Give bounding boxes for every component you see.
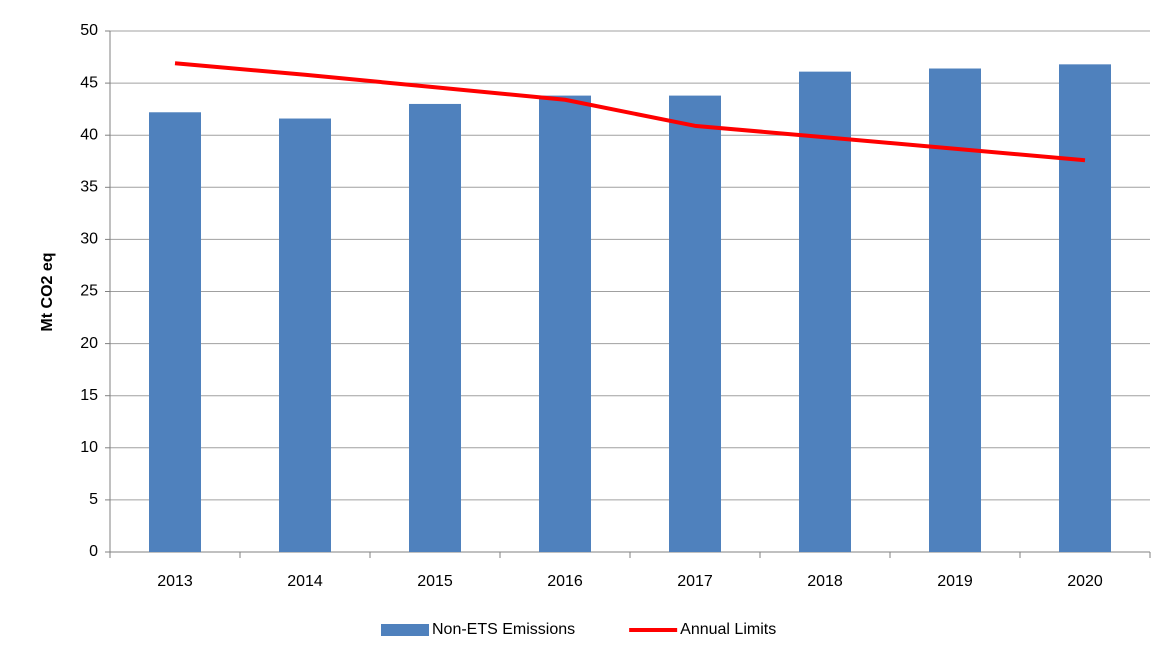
y-tick-label: 40 — [80, 126, 98, 143]
x-tick-label: 2018 — [807, 573, 843, 590]
y-tick-label: 30 — [80, 231, 98, 248]
y-tick-label: 20 — [80, 335, 98, 352]
x-tick-label: 2020 — [1067, 573, 1103, 590]
bar — [279, 118, 331, 552]
bar — [799, 71, 851, 552]
line — [174, 61, 1086, 163]
y-tick-label: 0 — [89, 543, 98, 560]
legend-label: Annual Limits — [680, 621, 776, 638]
bar — [929, 68, 981, 553]
x-tick-label: 2016 — [547, 573, 583, 590]
y-tick-label: 5 — [89, 491, 98, 508]
bar — [669, 95, 721, 552]
y-tick-label: 50 — [80, 22, 98, 39]
x-tick-label: 2013 — [157, 573, 193, 590]
y-tick-label: 25 — [80, 283, 98, 300]
bar — [409, 103, 461, 552]
x-tick-label: 2015 — [417, 573, 453, 590]
legend-label: Non-ETS Emissions — [432, 621, 575, 638]
y-tick-label: 35 — [80, 179, 98, 196]
bar — [1059, 64, 1111, 553]
y-tick-label: 45 — [80, 74, 98, 91]
x-tick-label: 2017 — [677, 573, 713, 590]
x-tick-label: 2014 — [287, 573, 323, 590]
legend-swatch — [381, 624, 429, 636]
bar — [149, 112, 201, 552]
y-tick-label: 10 — [80, 439, 98, 456]
x-tick-label: 2019 — [937, 573, 973, 590]
y-axis-label: Mt CO2 eq — [39, 252, 56, 331]
bar — [539, 95, 591, 552]
y-tick-label: 15 — [80, 387, 98, 404]
